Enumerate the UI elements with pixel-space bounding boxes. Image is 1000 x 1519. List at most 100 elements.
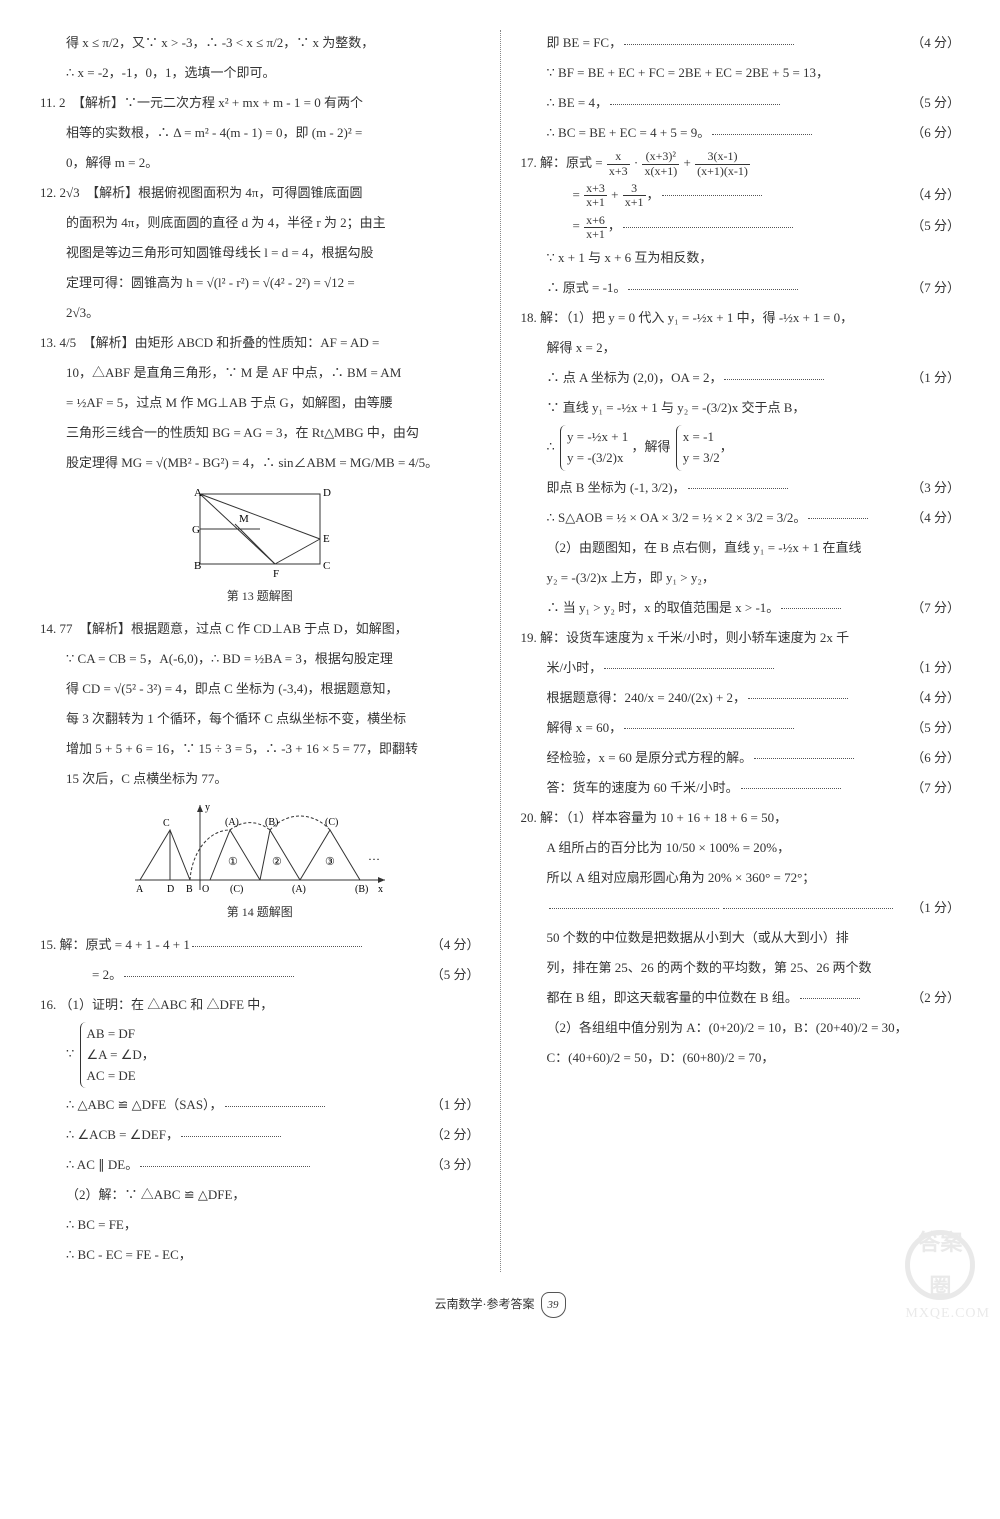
text-line: 18. 解：（1）把 y = 0 代入 y₁ = -½x + 1 中，得 -½x… (521, 305, 961, 331)
text-line: 16. （1）证明：在 △ABC 和 △DFE 中， (40, 992, 480, 1018)
text-line: ∴ S△AOB = ½ × OA × 3/2 = ½ × 2 × 3/2 = 3… (521, 505, 961, 531)
text-line: ∴ BE = 4， （5 分） (521, 90, 961, 116)
svg-text:(A): (A) (292, 884, 306, 895)
text-line: 定理可得：圆锥高为 h = √(l² - r²) = √(4² - 2²) = … (40, 270, 480, 296)
score: （5 分） (431, 962, 480, 988)
text-line: 都在 B 组，即这天载客量的中位数在 B 组。 （2 分） (521, 985, 961, 1011)
text-line: ∵ BF = BE + EC + FC = 2BE + EC = 2BE + 5… (521, 60, 961, 86)
score: （1 分） (911, 655, 960, 681)
score: （1 分） (911, 365, 960, 391)
score: （4 分） (911, 182, 960, 208)
svg-text:B: B (186, 884, 193, 895)
text-line: = x+6x+1， （5 分） (521, 213, 961, 241)
brace-group: ∵ AB = DF ∠A = ∠D， AC = DE (40, 1022, 480, 1088)
score: （2 分） (911, 985, 960, 1011)
score: （1 分） (431, 1092, 480, 1118)
score: （3 分） (431, 1152, 480, 1178)
text-line: 12. 2√3 【解析】根据俯视图面积为 4π，可得圆锥底面圆 (40, 180, 480, 206)
svg-text:C: C (163, 818, 170, 829)
score: （5 分） (911, 90, 960, 116)
score: （4 分） (431, 932, 480, 958)
text-line: （1 分） (521, 895, 961, 921)
text-line: 0，解得 m = 2。 (40, 150, 480, 176)
text-line: 经检验，x = 60 是原分式方程的解。 （6 分） (521, 745, 961, 771)
two-column-layout: 得 x ≤ π/2，又∵ x > -3，∴ -3 < x ≤ π/2，∵ x 为… (40, 30, 960, 1272)
svg-text:G: G (192, 524, 200, 536)
score: （5 分） (911, 715, 960, 741)
footer-text: 云南数学·参考答案 (435, 1297, 535, 1311)
figure-13-caption: 第 13 题解图 (40, 584, 480, 608)
text-line: 增加 5 + 5 + 6 = 16，∵ 15 ÷ 3 = 5，∴ -3 + 16… (40, 736, 480, 762)
text-line: 股定理得 MG = √(MB² - BG²) = 4，∴ sin∠ABM = M… (40, 450, 480, 476)
text-line: 即点 B 坐标为 (-1, 3/2)， （3 分） (521, 475, 961, 501)
text-line: ∴ ∠ACB = ∠DEF， （2 分） (40, 1122, 480, 1148)
text-line: = x+3x+1 + 3x+1， （4 分） (521, 182, 961, 210)
text-line: 2√3。 (40, 300, 480, 326)
svg-text:M: M (239, 513, 249, 525)
score: （6 分） (911, 120, 960, 146)
text-line: （2）解：∵ △ABC ≌ △DFE， (40, 1182, 480, 1208)
text-line: 13. 4/5 【解析】由矩形 ABCD 和折叠的性质知：AF = AD = (40, 330, 480, 356)
text-line: ∴ 当 y₁ > y₂ 时，x 的取值范围是 x > -1。 （7 分） (521, 595, 961, 621)
text-line: = 2。 （5 分） (40, 962, 480, 988)
figure-14: A D B O C (A) (B) (C) (C) (A) (B) x y ① … (40, 800, 480, 924)
figure-13: A B C D E F G M 第 13 题解图 (40, 484, 480, 608)
score: （7 分） (911, 275, 960, 301)
svg-text:(C): (C) (325, 817, 338, 828)
svg-text:B: B (194, 560, 201, 572)
text-line: 根据题意得：240/x = 240/(2x) + 2， （4 分） (521, 685, 961, 711)
column-divider (500, 30, 501, 1272)
svg-text:(A): (A) (225, 817, 239, 828)
svg-text:①: ① (228, 856, 238, 868)
text-line: 15. 解：原式 = 4 + 1 - 4 + 1 （4 分） (40, 932, 480, 958)
text-line: 即 BE = FC， （4 分） (521, 30, 961, 56)
text-line: y₂ = -(3/2)x 上方，即 y₁ > y₂， (521, 565, 961, 591)
svg-text:③: ③ (325, 856, 335, 868)
svg-text:D: D (167, 884, 174, 895)
text-line: （2）各组组中值分别为 A：(0+20)/2 = 10，B：(20+40)/2 … (521, 1015, 961, 1041)
text-line: ∴ △ABC ≌ △DFE（SAS）， （1 分） (40, 1092, 480, 1118)
score: （2 分） (431, 1122, 480, 1148)
text-line: 20. 解：（1）样本容量为 10 + 16 + 18 + 6 = 50， (521, 805, 961, 831)
svg-text:y: y (205, 802, 210, 813)
text-line: 14. 77 【解析】根据题意，过点 C 作 CD⊥AB 于点 D，如解图， (40, 616, 480, 642)
text-line: ∴ 点 A 坐标为 (2,0)，OA = 2， （1 分） (521, 365, 961, 391)
svg-text:A: A (136, 884, 144, 895)
text-line: （2）由题图知，在 B 点右侧，直线 y₁ = -½x + 1 在直线 (521, 535, 961, 561)
text-line: 每 3 次翻转为 1 个循环，每个循环 C 点纵坐标不变，横坐标 (40, 706, 480, 732)
score: （3 分） (911, 475, 960, 501)
svg-text:x: x (378, 884, 383, 895)
score: （7 分） (911, 775, 960, 801)
text-line: 列，排在第 25、26 的两个数的平均数，第 25、26 两个数 (521, 955, 961, 981)
text-line: 得 CD = √(5² - 3²) = 4，即点 C 坐标为 (-3,4)，根据… (40, 676, 480, 702)
text-line: 三角形三线合一的性质知 BG = AG = 3，在 Rt△MBG 中，由勾 (40, 420, 480, 446)
svg-text:O: O (202, 884, 209, 895)
text-line: 所以 A 组对应扇形圆心角为 20% × 360° = 72°； (521, 865, 961, 891)
watermark-url: MXQE.COM (905, 1300, 990, 1328)
brace-group: ∴ y = -½x + 1 y = -(3/2)x ，解得 x = -1 y =… (521, 425, 961, 471)
svg-text:C: C (323, 560, 330, 572)
text-line: 米/小时， （1 分） (521, 655, 961, 681)
page-number: 39 (541, 1292, 566, 1318)
score: （7 分） (911, 595, 960, 621)
svg-text:A: A (194, 487, 202, 499)
text-line: ∴ BC = FE， (40, 1212, 480, 1238)
score: （1 分） (911, 895, 960, 921)
text-line: 答：货车的速度为 60 千米/小时。 （7 分） (521, 775, 961, 801)
text-line: ∴ x = -2，-1，0，1，选填一个即可。 (40, 60, 480, 86)
text-line: ∴ AC ∥ DE。 （3 分） (40, 1152, 480, 1178)
text-line: 19. 解：设货车速度为 x 千米/小时，则小轿车速度为 2x 千 (521, 625, 961, 651)
watermark-icon: 答案圈 (905, 1230, 975, 1300)
watermark: 答案圈 MXQE.COM (905, 1230, 990, 1328)
text-line: 的面积为 4π，则底面圆的直径 d 为 4，半径 r 为 2；由主 (40, 210, 480, 236)
svg-text:(C): (C) (230, 884, 243, 895)
svg-text:(B): (B) (355, 884, 368, 895)
text-line: 解得 x = 60， （5 分） (521, 715, 961, 741)
svg-text:F: F (273, 568, 279, 580)
text-line: ∵ 直线 y₁ = -½x + 1 与 y₂ = -(3/2)x 交于点 B， (521, 395, 961, 421)
left-column: 得 x ≤ π/2，又∵ x > -3，∴ -3 < x ≤ π/2，∵ x 为… (40, 30, 480, 1272)
text-line: 解得 x = 2， (521, 335, 961, 361)
text-line: ∵ x + 1 与 x + 6 互为相反数， (521, 245, 961, 271)
text-line: 相等的实数根，∴ Δ = m² - 4(m - 1) = 0，即 (m - 2)… (40, 120, 480, 146)
text-line: C：(40+60)/2 = 50，D：(60+80)/2 = 70， (521, 1045, 961, 1071)
